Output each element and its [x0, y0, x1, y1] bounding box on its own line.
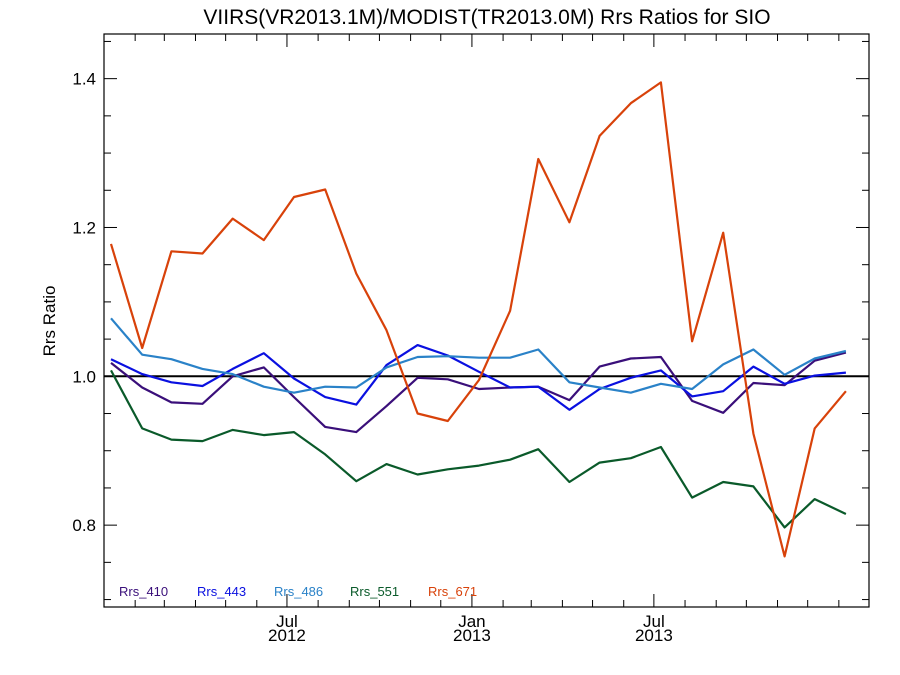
legend-entry-rrs-671: Rrs_671 [428, 584, 477, 599]
series-line-rrs-410 [110, 351, 847, 434]
y-tick-label: 0.8 [72, 516, 96, 535]
series-line-rrs-443 [110, 344, 847, 411]
legend: Rrs_410 Rrs_443 Rrs_486 Rrs_551 Rrs_671 [119, 584, 477, 599]
plot-frame [103, 33, 870, 608]
y-tick-label: 1.0 [72, 367, 96, 386]
legend-entry-rrs-410: Rrs_410 [119, 584, 168, 599]
series-layer [109, 81, 847, 558]
series-line-rrs-551 [110, 369, 847, 529]
y-tick-label: 1.4 [72, 70, 96, 89]
y-tick-label: 1.2 [72, 218, 96, 237]
legend-entry-rrs-486: Rrs_486 [274, 584, 323, 599]
chart-title: VIIRS(VR2013.1M)/MODIST(TR2013.0M) Rrs R… [203, 6, 770, 29]
x-tick-label: Jul [276, 612, 298, 631]
series-line-rrs-486 [110, 317, 847, 394]
series-line-rrs-671 [109, 81, 847, 558]
x-tick-label: Jul [643, 612, 665, 631]
legend-entry-rrs-443: Rrs_443 [197, 584, 246, 599]
x-tick-label: Jan [458, 612, 485, 631]
legend-entry-rrs-551: Rrs_551 [350, 584, 399, 599]
x-tick-label-year: 2012 [268, 626, 306, 645]
x-tick-label-year: 2013 [635, 626, 673, 645]
x-tick-label-year: 2013 [453, 626, 491, 645]
y-axis-label: Rrs Ratio [40, 286, 59, 357]
